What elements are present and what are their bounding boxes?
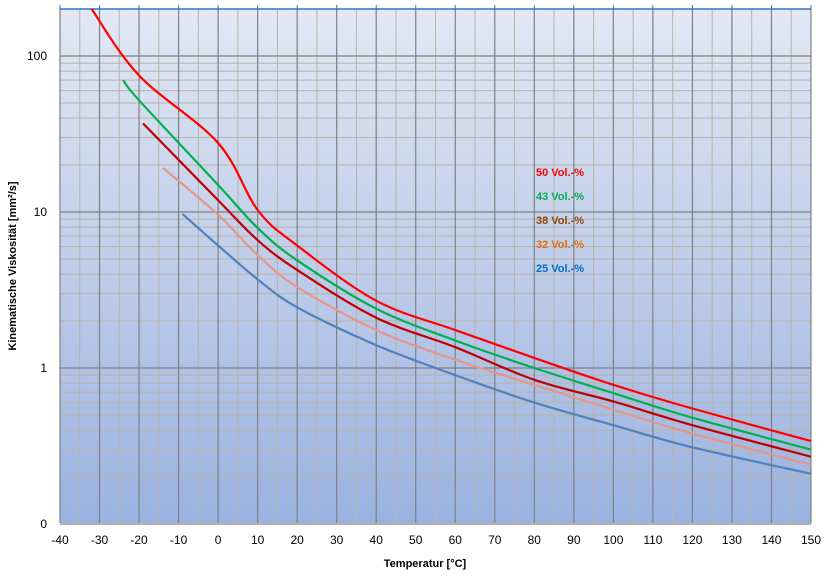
x-tick-label: 50 [409, 533, 423, 547]
series-line [90, 8, 812, 443]
y-tick-label: 10 [34, 205, 48, 219]
x-tick-label: 90 [567, 533, 581, 547]
x-tick-label: 80 [528, 533, 542, 547]
x-tick-label: 60 [449, 533, 463, 547]
x-tick-label: 130 [722, 533, 742, 547]
x-axis-ticks: -40 -30 -20 -10 0 10 20 30 40 50 60 70 80 90 100 110 120… [51, 533, 821, 547]
x-tick-label: -40 [51, 533, 69, 547]
x-tick-label: -30 [91, 533, 109, 547]
series-line [181, 213, 812, 475]
series-line [122, 79, 812, 451]
series-line [142, 122, 812, 458]
legend-entry: 43 Vol.-% [536, 191, 584, 203]
grid [59, 5, 812, 525]
series-lines [90, 8, 812, 475]
legend-entry: 50 Vol.-% [536, 167, 584, 179]
x-tick-label: 0 [215, 533, 222, 547]
x-tick-label: 30 [330, 533, 344, 547]
y-tick-label: 100 [27, 49, 47, 63]
x-tick-label: 10 [251, 533, 265, 547]
legend: 50 Vol.-% 43 Vol.-% 38 Vol.-% 32 Vol.-% 25 V… [536, 167, 584, 275]
x-tick-label: 140 [761, 533, 781, 547]
x-tick-label: 120 [682, 533, 702, 547]
x-tick-label: 40 [370, 533, 384, 547]
legend-entry: 38 Vol.-% [536, 215, 584, 227]
x-tick-label: -20 [130, 533, 148, 547]
x-tick-label: 110 [643, 533, 662, 547]
x-tick-label: 100 [603, 533, 623, 547]
x-tick-label: 20 [290, 533, 304, 547]
x-axis-label: Temperatur [°C] [384, 558, 467, 570]
series-line [162, 166, 812, 466]
y-tick-label: 1 [40, 361, 47, 375]
x-tick-label: 70 [488, 533, 502, 547]
y-tick-label: 0 [40, 517, 47, 531]
x-tick-label: 150 [801, 533, 821, 547]
legend-entry: 25 Vol.-% [536, 263, 584, 275]
y-axis-label: Kinematische Viskosität [mm²/s] [7, 181, 19, 350]
legend-entry: 32 Vol.-% [536, 239, 584, 251]
x-tick-label: -10 [170, 533, 188, 547]
